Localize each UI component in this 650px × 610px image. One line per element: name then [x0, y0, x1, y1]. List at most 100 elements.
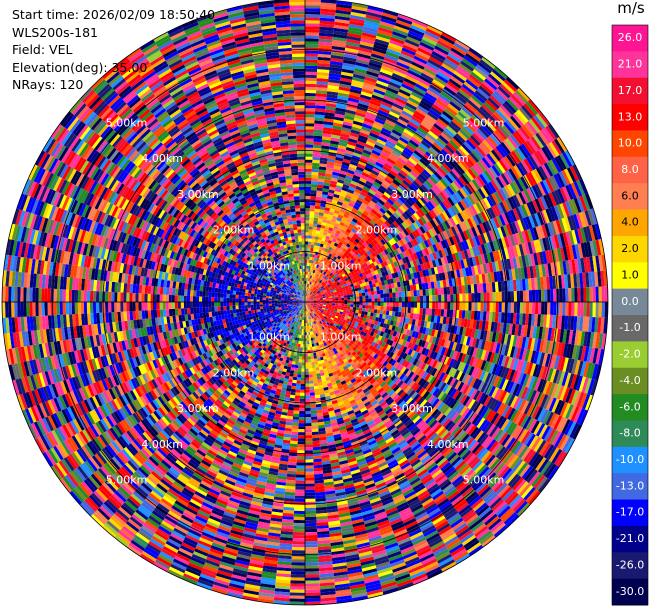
velocity-gate	[379, 185, 387, 192]
velocity-gate	[416, 307, 420, 314]
velocity-gate	[318, 268, 322, 273]
velocity-gate	[492, 292, 496, 302]
velocity-gate	[333, 242, 339, 247]
velocity-gate	[305, 156, 313, 160]
velocity-gate	[455, 39, 470, 51]
velocity-gate	[350, 180, 358, 186]
velocity-gate	[307, 281, 310, 285]
velocity-gate	[398, 136, 409, 145]
velocity-gate	[387, 172, 396, 180]
velocity-gate	[392, 297, 396, 302]
velocity-gate	[477, 61, 492, 74]
velocity-gate	[444, 302, 448, 310]
velocity-gate	[318, 166, 327, 171]
velocity-gate	[586, 287, 590, 302]
velocity-gate	[342, 59, 356, 65]
velocity-gate	[394, 177, 403, 185]
velocity-gate	[360, 223, 366, 229]
velocity-gate	[328, 73, 341, 78]
velocity-gate	[397, 58, 411, 67]
velocity-gate	[310, 292, 313, 295]
velocity-gate	[337, 214, 344, 219]
velocity-gate	[440, 91, 453, 101]
velocity-gate	[318, 279, 321, 283]
velocity-gate	[426, 89, 439, 99]
velocity-gate	[592, 286, 596, 302]
velocity-gate	[337, 176, 346, 181]
velocity-gate	[315, 284, 319, 288]
velocity-gate	[305, 41, 319, 45]
velocity-gate	[433, 101, 446, 111]
velocity-gate	[359, 41, 374, 48]
velocity-gate	[439, 34, 455, 45]
velocity-gate	[314, 283, 317, 287]
velocity-gate	[323, 210, 330, 215]
velocity-gate	[408, 120, 419, 130]
velocity-gate	[305, 208, 310, 212]
velocity-gate	[354, 223, 361, 229]
velocity-gate	[365, 111, 377, 119]
velocity-gate	[349, 183, 357, 189]
velocity-gate	[394, 123, 405, 132]
velocity-gate	[559, 288, 563, 302]
velocity-gate	[322, 234, 327, 239]
velocity-gate	[432, 103, 444, 114]
velocity-gate	[423, 33, 439, 43]
velocity-gate	[394, 144, 404, 153]
velocity-gate	[318, 35, 333, 40]
velocity-gate	[535, 289, 539, 302]
velocity-gate	[349, 88, 362, 95]
velocity-gate	[307, 284, 309, 288]
velocity-gate	[376, 190, 384, 197]
velocity-gate	[347, 215, 354, 221]
velocity-gate	[422, 119, 434, 128]
velocity-gate	[417, 160, 427, 170]
velocity-gate	[394, 189, 403, 197]
velocity-gate	[397, 286, 402, 293]
velocity-gate	[341, 236, 347, 241]
velocity-gate	[308, 278, 310, 282]
velocity-gate	[315, 230, 321, 234]
velocity-gate	[335, 104, 347, 110]
velocity-gate	[367, 67, 380, 75]
velocity-gate	[381, 127, 392, 135]
velocity-gate	[377, 173, 386, 180]
velocity-gate	[431, 288, 436, 296]
velocity-gate	[341, 68, 355, 74]
velocity-gate	[331, 51, 345, 57]
velocity-gate	[374, 203, 382, 211]
velocity-gate	[329, 183, 337, 188]
velocity-gate	[361, 32, 377, 39]
velocity-gate	[316, 277, 319, 281]
velocity-gate	[306, 268, 309, 272]
velocity-gate	[373, 88, 386, 96]
velocity-gate	[309, 278, 312, 282]
velocity-gate	[544, 289, 548, 302]
velocity-gate	[308, 294, 311, 298]
velocity-gate	[437, 287, 442, 295]
velocity-gate	[368, 295, 372, 299]
velocity-gate	[387, 84, 400, 92]
velocity-gate	[449, 101, 462, 112]
velocity-gate	[364, 311, 368, 316]
velocity-gate	[376, 158, 386, 166]
velocity-gate	[400, 286, 405, 292]
velocity-gate	[346, 38, 361, 45]
velocity-gate	[395, 292, 399, 298]
velocity-gate	[510, 302, 515, 313]
velocity-gate	[313, 257, 317, 261]
velocity-gate	[404, 147, 414, 155]
velocity-gate	[306, 289, 307, 293]
velocity-gate	[318, 249, 322, 253]
velocity-gate	[310, 281, 313, 285]
velocity-gate	[305, 105, 316, 109]
velocity-gate	[379, 104, 392, 111]
velocity-gate	[435, 302, 439, 309]
velocity-gate	[480, 292, 484, 302]
velocity-gate	[350, 85, 363, 92]
velocity-gate	[374, 298, 378, 302]
velocity-gate	[391, 72, 405, 81]
velocity-gate	[334, 21, 350, 27]
velocity-gate	[305, 229, 309, 233]
velocity-gate	[305, 123, 315, 127]
